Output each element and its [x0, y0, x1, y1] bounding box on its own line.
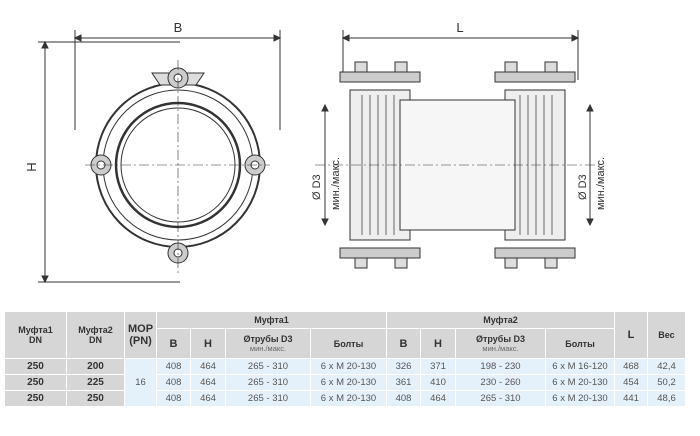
header-b2: B — [386, 328, 421, 359]
cell-weight: 50,2 — [647, 374, 686, 391]
technical-drawing: B H L Ø D3 мин./макс. Ø D3 мин./макс. — [24, 20, 607, 284]
table-row: 250 225 408 464 265 - 310 6 x M 20-130 361 410 2… — [4, 374, 686, 391]
header-l: L — [614, 311, 648, 359]
cell-h2: 371 — [420, 358, 456, 375]
cell-l: 454 — [614, 374, 648, 391]
cell-d31: 265 - 310 — [225, 374, 311, 391]
table-row: 250 250 408 464 265 - 310 6 x M 20-130 408 464 2… — [4, 390, 686, 407]
header-coupling1-dn: Муфта1 DN — [4, 311, 67, 359]
cell-d32: 265 - 310 — [455, 390, 546, 407]
cell-l: 468 — [614, 358, 648, 375]
cell-d31: 265 - 310 — [225, 358, 311, 375]
header-bolts2: Болты — [545, 328, 615, 359]
cell-b1: 408 — [156, 390, 191, 407]
header-coupling1: Муфта1 — [156, 311, 387, 329]
dim-b-label: B — [174, 20, 183, 35]
cell-d31: 265 - 310 — [225, 390, 311, 407]
cell-b2: 408 — [386, 390, 421, 407]
cell-weight: 42,4 — [647, 358, 686, 375]
minmax-label-right: мин./макс. — [595, 157, 607, 210]
cell-h1: 464 — [190, 390, 226, 407]
header-h1: H — [190, 328, 226, 359]
header-weight: Вес — [647, 311, 686, 359]
d3-label-right: Ø D3 — [577, 174, 589, 200]
cell-dn1: 250 — [4, 358, 67, 375]
header-d3-2: Øтрубы D3 мин./макс. — [455, 328, 546, 359]
cell-b1: 408 — [156, 374, 191, 391]
cell-h1: 464 — [190, 358, 226, 375]
cell-bolts2: 6 x M 20-130 — [545, 390, 615, 407]
d3-label-left: Ø D3 — [311, 174, 323, 200]
header-bolts1: Болты — [310, 328, 387, 359]
table-row: 250 200 16 408 464 265 - 310 6 x M 20-130 326 37… — [4, 358, 686, 407]
cell-d32: 230 - 260 — [455, 374, 546, 391]
front-view: B H — [24, 20, 282, 284]
cell-dn1: 250 — [4, 390, 67, 407]
cell-dn2: 200 — [66, 358, 125, 375]
cell-h2: 410 — [420, 374, 456, 391]
header-coupling2: Муфта2 — [386, 311, 615, 329]
header-mop: MOP (PN) — [124, 311, 157, 359]
cell-dn2: 250 — [66, 390, 125, 407]
dim-h-label: H — [24, 162, 39, 171]
dim-l-label: L — [456, 20, 463, 35]
header-coupling2-dn: Муфта2 DN — [66, 311, 125, 359]
cell-dn2: 225 — [66, 374, 125, 391]
cell-b1: 408 — [156, 358, 191, 375]
header-h2: H — [420, 328, 456, 359]
cell-b2: 326 — [386, 358, 421, 375]
cell-l: 441 — [614, 390, 648, 407]
minmax-label-left: мин./макс. — [330, 157, 342, 210]
cell-bolts1: 6 x M 20-130 — [310, 358, 387, 375]
cell-h1: 464 — [190, 374, 226, 391]
cell-b2: 361 — [386, 374, 421, 391]
cell-bolts2: 6 x M 16-120 — [545, 358, 615, 375]
header-b1: B — [156, 328, 191, 359]
cell-d32: 198 - 230 — [455, 358, 546, 375]
cell-bolts2: 6 x M 20-130 — [545, 374, 615, 391]
cell-weight: 48,6 — [647, 390, 686, 407]
cell-dn1: 250 — [4, 374, 67, 391]
cell-bolts1: 6 x M 20-130 — [310, 390, 387, 407]
cell-bolts1: 6 x M 20-130 — [310, 374, 387, 391]
cell-h2: 464 — [420, 390, 456, 407]
cell-mop: 16 — [124, 358, 157, 407]
header-d3-1: Øтрубы D3 мин./макс. — [225, 328, 311, 359]
specs-table: Муфта1 DN Муфта2 DN MOP (PN) Муфта1 Муфта2 … — [4, 311, 686, 407]
side-view: L Ø D3 мин./макс. Ø D3 мин./макс. — [311, 20, 607, 269]
